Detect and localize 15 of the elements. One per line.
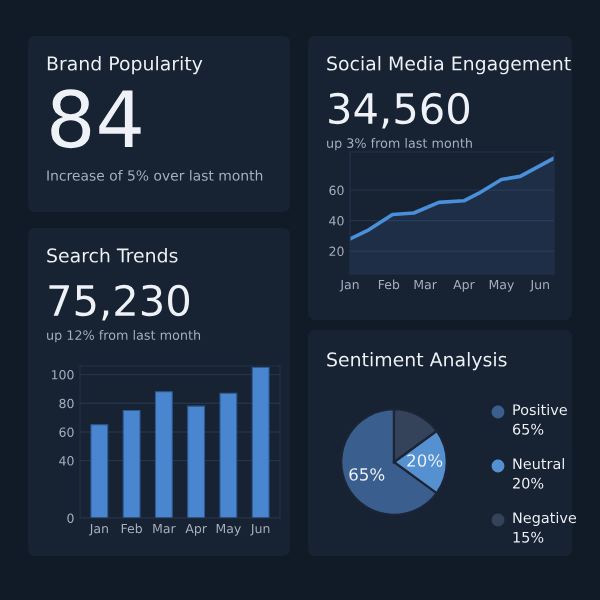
chart-title: Search Trends xyxy=(47,248,178,263)
chart-title: Social Media Engagement xyxy=(327,56,571,75)
bar xyxy=(187,405,206,518)
bar xyxy=(251,366,270,518)
text: 75,230 xyxy=(49,284,190,321)
bar xyxy=(154,391,173,518)
bar xyxy=(219,392,238,518)
data-label: 20% xyxy=(407,454,443,467)
text: Sentiment Analysis xyxy=(327,352,507,371)
text: 34,560 xyxy=(329,92,470,129)
bar xyxy=(122,409,141,518)
text: 84 xyxy=(51,89,141,149)
data-label: 65% xyxy=(349,468,385,481)
text: Brand Popularity xyxy=(47,56,203,75)
bar xyxy=(90,424,109,518)
